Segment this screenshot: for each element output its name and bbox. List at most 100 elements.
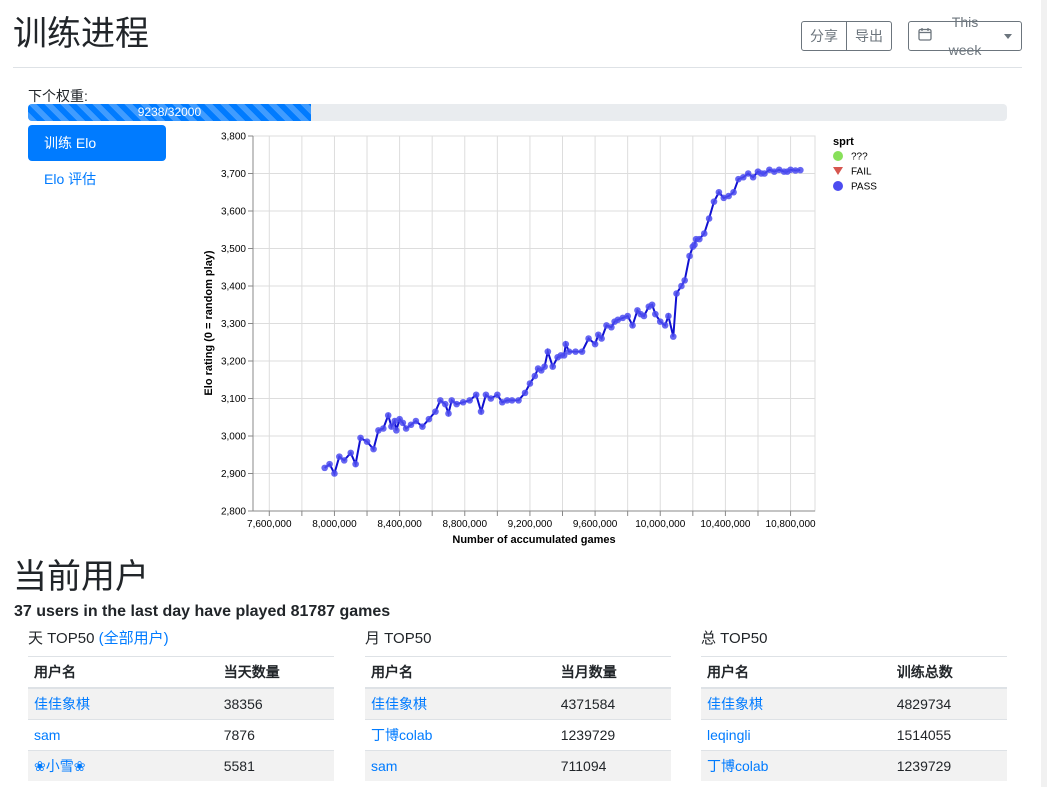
user-link[interactable]: leqingli	[701, 719, 891, 751]
data-point[interactable]	[665, 312, 672, 320]
data-point[interactable]	[608, 323, 615, 331]
data-point[interactable]	[544, 348, 552, 355]
data-point[interactable]	[678, 282, 685, 290]
data-point[interactable]	[508, 397, 516, 404]
data-point[interactable]	[562, 340, 570, 348]
data-point[interactable]	[715, 188, 723, 196]
data-point[interactable]	[357, 434, 364, 442]
data-point[interactable]	[681, 277, 688, 284]
data-point[interactable]	[494, 391, 501, 399]
daily-top50-table: 用户名 当天数量 佳佳象棋 38356 sam 7876 ❀小雪❀ 5581	[28, 656, 334, 781]
data-point[interactable]	[744, 170, 752, 177]
data-point[interactable]	[705, 215, 713, 222]
date-range-dropdown[interactable]: This week	[908, 14, 1022, 58]
data-point[interactable]	[787, 166, 794, 174]
data-point[interactable]	[648, 301, 656, 309]
data-point[interactable]	[725, 192, 732, 200]
data-point[interactable]	[749, 173, 757, 181]
data-point[interactable]	[669, 333, 677, 340]
data-point[interactable]	[696, 235, 703, 243]
data-point[interactable]	[336, 453, 343, 460]
data-point[interactable]	[521, 389, 529, 397]
data-point[interactable]	[321, 464, 328, 472]
data-point[interactable]	[419, 423, 426, 430]
data-point[interactable]	[402, 425, 410, 432]
data-point[interactable]	[432, 408, 439, 415]
all-users-link[interactable]: (全部用户)	[98, 630, 169, 647]
data-point[interactable]	[565, 348, 573, 355]
data-point[interactable]	[380, 425, 387, 432]
data-point[interactable]	[459, 398, 467, 406]
user-link[interactable]: 佳佳象棋	[701, 687, 891, 720]
data-point[interactable]	[515, 397, 522, 404]
data-point[interactable]	[340, 457, 348, 464]
data-point[interactable]	[363, 438, 371, 445]
data-point[interactable]	[640, 312, 648, 320]
data-point[interactable]	[347, 449, 355, 457]
data-point[interactable]	[652, 310, 659, 318]
data-point[interactable]	[453, 400, 460, 408]
data-point[interactable]	[673, 290, 680, 297]
user-link[interactable]: 佳佳象棋	[28, 687, 218, 720]
page-scrollbar[interactable]	[1041, 0, 1047, 787]
data-point[interactable]	[407, 421, 415, 429]
data-point[interactable]	[686, 252, 693, 260]
data-point[interactable]	[585, 335, 592, 342]
chart-grid	[252, 135, 816, 512]
data-point[interactable]	[448, 397, 456, 404]
export-button[interactable]: 导出	[847, 21, 892, 51]
data-point[interactable]	[425, 415, 433, 423]
data-point[interactable]	[691, 241, 698, 249]
data-point[interactable]	[797, 166, 804, 174]
data-point[interactable]	[598, 335, 605, 342]
data-point[interactable]	[624, 312, 631, 320]
game-count: 38356	[217, 687, 334, 720]
data-point[interactable]	[531, 372, 539, 380]
data-point[interactable]	[541, 363, 548, 370]
data-point[interactable]	[384, 412, 392, 419]
nav-elo-evaluation[interactable]: Elo 评估	[44, 171, 97, 187]
data-point[interactable]	[730, 188, 737, 196]
data-point[interactable]	[656, 318, 664, 325]
data-point[interactable]	[472, 391, 480, 399]
user-link[interactable]: sam	[28, 719, 218, 751]
data-point[interactable]	[466, 397, 473, 404]
data-point[interactable]	[441, 400, 449, 408]
user-link[interactable]: ❀小雪❀	[28, 750, 218, 781]
user-link[interactable]: 丁博colab	[701, 750, 891, 781]
y-tick-label: 2,800	[221, 507, 246, 518]
data-point[interactable]	[412, 417, 420, 425]
data-point[interactable]	[560, 352, 568, 359]
user-link[interactable]: 佳佳象棋	[365, 687, 555, 720]
data-point[interactable]	[331, 470, 338, 477]
share-button[interactable]: 分享	[801, 21, 847, 51]
data-point[interactable]	[393, 427, 400, 434]
data-point[interactable]	[477, 408, 485, 415]
user-link[interactable]: sam	[365, 750, 555, 781]
data-point[interactable]	[370, 445, 377, 453]
data-point[interactable]	[487, 395, 495, 402]
data-point[interactable]	[445, 410, 452, 417]
data-point[interactable]	[629, 322, 636, 329]
data-point[interactable]	[761, 170, 768, 177]
data-point[interactable]	[591, 340, 599, 348]
data-point[interactable]	[792, 167, 799, 174]
data-point[interactable]	[661, 322, 669, 329]
data-point[interactable]	[503, 397, 511, 404]
nav-training-elo[interactable]: 训练 Elo	[28, 125, 166, 161]
data-point[interactable]	[578, 348, 586, 355]
elo-chart: 2,800 2,900 3,000 3,100 3,200 3,300 3,400 3,500…	[203, 132, 877, 547]
user-link[interactable]: 丁博colab	[365, 719, 555, 751]
data-point[interactable]	[352, 460, 359, 468]
data-point[interactable]	[572, 348, 579, 355]
data-point[interactable]	[437, 397, 444, 404]
data-point[interactable]	[700, 230, 708, 237]
data-point[interactable]	[549, 363, 557, 370]
data-point[interactable]	[326, 460, 333, 468]
data-point[interactable]	[399, 419, 407, 427]
data-point[interactable]	[482, 391, 490, 399]
data-point[interactable]	[710, 198, 718, 205]
data-point[interactable]	[388, 423, 395, 430]
data-point[interactable]	[740, 173, 747, 181]
data-point[interactable]	[526, 380, 534, 387]
